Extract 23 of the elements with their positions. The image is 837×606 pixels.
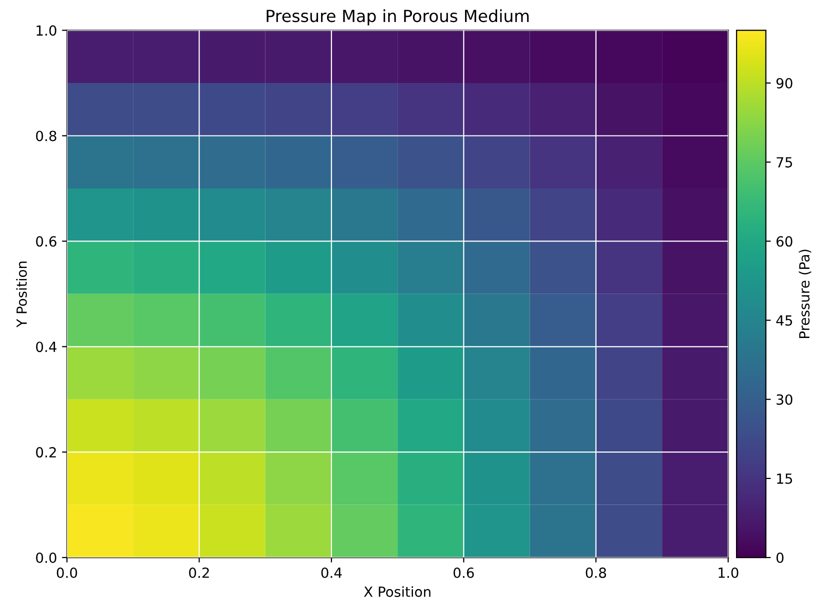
- color-bar-label: 0: [776, 552, 784, 563]
- x-axis-title: X Position: [364, 586, 430, 597]
- color-bar-label: 15: [777, 474, 792, 484]
- color-bar-label: 30: [776, 394, 792, 405]
- color-bar-label: 60: [776, 236, 792, 247]
- x-tick-label: 1.0: [718, 567, 738, 578]
- x-tick-label: 0.6: [454, 567, 474, 578]
- color-bar-label: 45: [776, 315, 792, 326]
- y-tick-label: 0.8: [36, 130, 56, 142]
- y-tick-label: 1.0: [36, 25, 56, 36]
- color-bar-title: Pressure (Pa): [798, 250, 812, 338]
- y-tick-label: 0.0: [36, 552, 56, 563]
- y-tick-label: 0.4: [36, 342, 56, 352]
- x-tick-label: 0.0: [56, 567, 78, 578]
- x-tick-label: 0.8: [586, 567, 606, 578]
- x-tick-label: 0.2: [189, 567, 209, 578]
- color-bar-label: 90: [776, 78, 792, 88]
- y-axis-title: Y Position: [16, 262, 27, 328]
- color-bar-label: 75: [776, 157, 792, 168]
- chart-title: Pressure Map in Porous Medium: [266, 9, 529, 26]
- x-tick-label: 0.4: [321, 567, 342, 578]
- y-tick-label: 0.6: [36, 236, 56, 247]
- y-tick-label: 0.2: [36, 447, 56, 458]
